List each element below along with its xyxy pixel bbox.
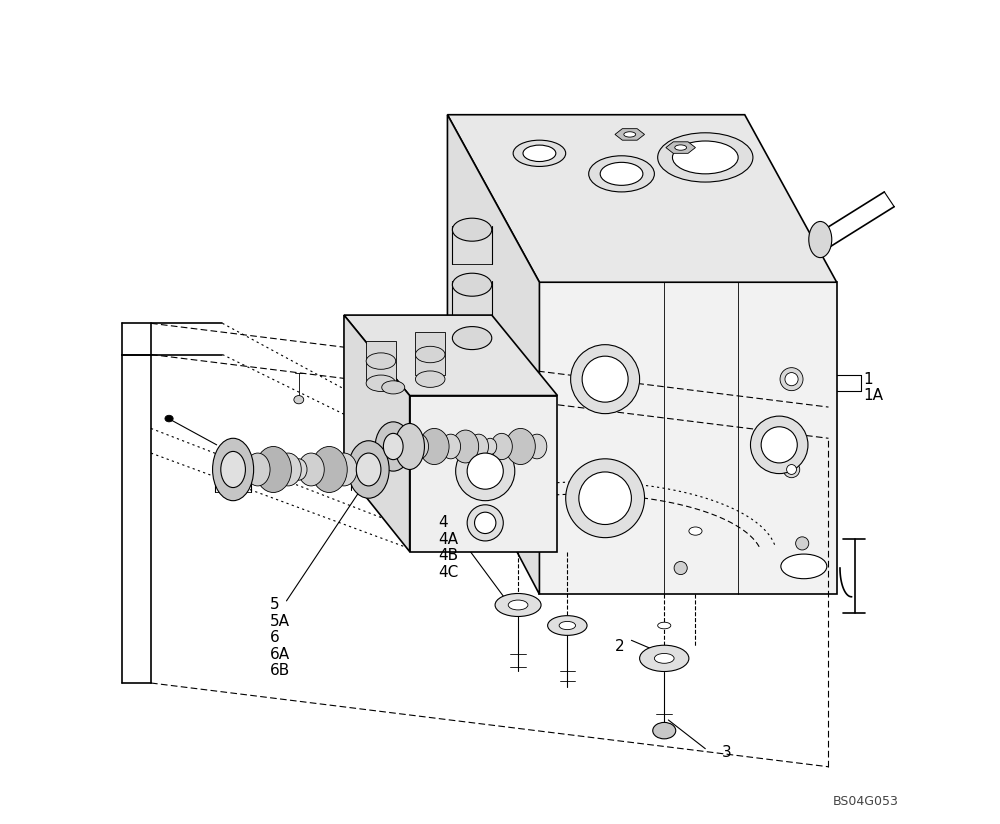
Ellipse shape: [366, 353, 396, 369]
Text: 5A: 5A: [270, 614, 290, 629]
Ellipse shape: [589, 156, 654, 192]
Ellipse shape: [624, 132, 636, 137]
Ellipse shape: [275, 453, 301, 486]
Ellipse shape: [383, 433, 403, 460]
Ellipse shape: [366, 375, 396, 391]
Ellipse shape: [348, 441, 389, 499]
Ellipse shape: [640, 645, 689, 672]
Ellipse shape: [653, 723, 676, 739]
Polygon shape: [666, 142, 695, 153]
Ellipse shape: [689, 527, 702, 535]
Ellipse shape: [787, 465, 796, 475]
Polygon shape: [615, 129, 645, 140]
Bar: [366, 341, 396, 381]
Ellipse shape: [783, 461, 800, 478]
Ellipse shape: [579, 472, 631, 525]
Ellipse shape: [456, 442, 515, 501]
Ellipse shape: [213, 438, 254, 501]
Ellipse shape: [255, 447, 291, 493]
Text: BS04G053: BS04G053: [832, 795, 898, 808]
Text: 6: 6: [270, 630, 280, 645]
Polygon shape: [344, 315, 557, 396]
Ellipse shape: [467, 505, 503, 541]
Ellipse shape: [548, 616, 587, 635]
Ellipse shape: [809, 222, 832, 258]
Ellipse shape: [245, 453, 270, 486]
Ellipse shape: [672, 141, 738, 174]
Ellipse shape: [415, 346, 445, 363]
Ellipse shape: [506, 428, 535, 465]
Ellipse shape: [452, 274, 492, 296]
Ellipse shape: [467, 453, 503, 489]
Ellipse shape: [395, 424, 424, 470]
Ellipse shape: [452, 430, 479, 463]
Polygon shape: [447, 115, 539, 594]
Ellipse shape: [571, 344, 640, 414]
Ellipse shape: [495, 593, 541, 616]
Text: 6A: 6A: [270, 647, 290, 662]
Ellipse shape: [796, 536, 809, 550]
Polygon shape: [410, 396, 557, 551]
Ellipse shape: [356, 453, 381, 486]
Ellipse shape: [294, 396, 304, 404]
Text: 3: 3: [722, 745, 731, 761]
Text: 2: 2: [615, 639, 625, 653]
Ellipse shape: [513, 140, 566, 166]
Ellipse shape: [469, 434, 489, 459]
Text: 1A: 1A: [863, 388, 883, 403]
Ellipse shape: [566, 459, 645, 537]
Ellipse shape: [674, 561, 687, 574]
Ellipse shape: [331, 453, 357, 486]
Polygon shape: [344, 315, 410, 551]
Ellipse shape: [165, 415, 173, 422]
Ellipse shape: [780, 368, 803, 391]
Text: 4C: 4C: [438, 564, 459, 579]
Ellipse shape: [311, 447, 347, 493]
Ellipse shape: [415, 371, 445, 387]
Ellipse shape: [420, 428, 449, 465]
Bar: [415, 332, 445, 375]
Polygon shape: [447, 115, 837, 283]
Ellipse shape: [761, 427, 797, 463]
Text: 4B: 4B: [438, 548, 459, 564]
Ellipse shape: [491, 433, 512, 460]
Ellipse shape: [559, 621, 576, 630]
Ellipse shape: [452, 326, 492, 349]
Ellipse shape: [654, 653, 674, 663]
Ellipse shape: [675, 145, 687, 150]
Ellipse shape: [441, 434, 461, 459]
Text: 5: 5: [270, 597, 280, 612]
Ellipse shape: [750, 416, 808, 474]
Ellipse shape: [527, 434, 547, 459]
Ellipse shape: [484, 438, 497, 455]
Ellipse shape: [508, 600, 528, 610]
Text: 6B: 6B: [270, 663, 290, 678]
Text: 4: 4: [438, 515, 448, 531]
Ellipse shape: [291, 459, 307, 480]
Ellipse shape: [407, 433, 429, 460]
Ellipse shape: [785, 372, 798, 386]
Ellipse shape: [298, 453, 324, 486]
Ellipse shape: [375, 422, 411, 471]
Ellipse shape: [221, 452, 245, 488]
Ellipse shape: [781, 554, 827, 578]
Ellipse shape: [582, 356, 628, 402]
Ellipse shape: [382, 381, 405, 394]
Polygon shape: [539, 283, 837, 594]
Ellipse shape: [600, 162, 643, 185]
Ellipse shape: [658, 133, 753, 182]
Text: 4A: 4A: [438, 531, 458, 547]
Text: 1: 1: [863, 372, 873, 386]
Ellipse shape: [475, 513, 496, 534]
Ellipse shape: [523, 145, 556, 162]
Ellipse shape: [452, 218, 492, 241]
Ellipse shape: [658, 622, 671, 629]
